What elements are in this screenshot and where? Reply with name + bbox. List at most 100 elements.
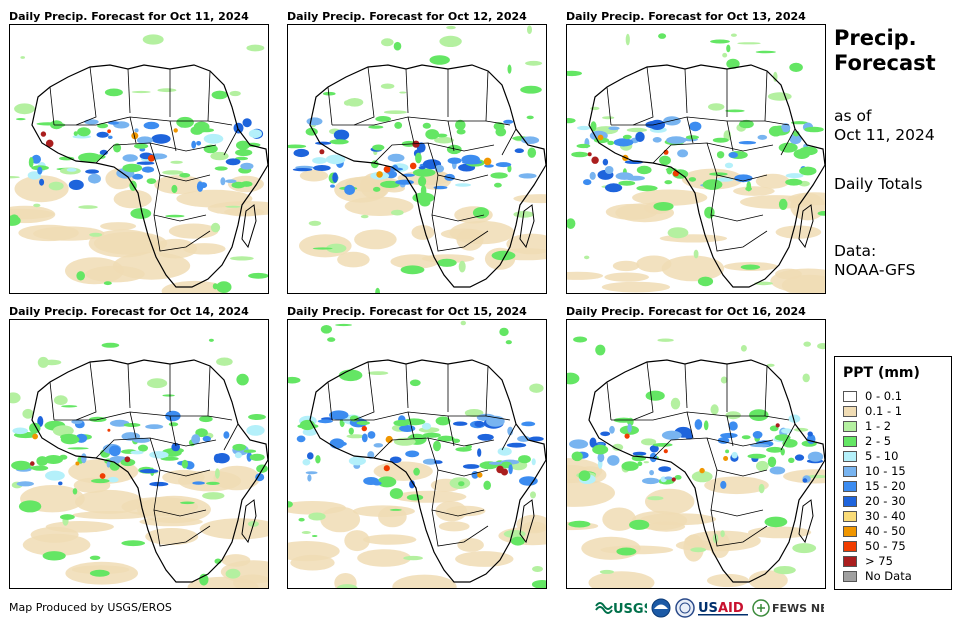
dry-area-patch xyxy=(213,465,261,491)
rain-belt-cell xyxy=(674,475,682,480)
country-border xyxy=(501,128,517,156)
country-border xyxy=(632,361,654,421)
rain-belt-cell xyxy=(204,123,210,130)
light-rain-patch xyxy=(571,151,589,158)
rain-belt-cell xyxy=(600,431,611,437)
rain-belt-cell xyxy=(506,442,527,448)
rain-belt-cell xyxy=(458,481,465,487)
rain-belt-cell xyxy=(608,126,620,131)
rain-belt-cell xyxy=(488,461,502,465)
rain-belt-cell xyxy=(521,421,536,427)
light-rain-patch xyxy=(708,103,725,111)
light-rain-patch xyxy=(210,222,221,233)
light-rain-patch xyxy=(210,151,229,161)
rain-belt-cell xyxy=(433,185,448,190)
rain-belt-cell xyxy=(395,179,414,185)
legend-label: 20 - 30 xyxy=(865,494,906,508)
dry-area-patch xyxy=(755,173,790,189)
light-rain-patch xyxy=(766,446,784,453)
rain-belt-cell xyxy=(618,180,636,186)
legend-swatch xyxy=(843,541,857,552)
light-rain-patch xyxy=(101,342,120,348)
light-rain-patch xyxy=(789,62,803,72)
light-rain-patch xyxy=(346,434,365,439)
country-border xyxy=(149,142,211,182)
rain-belt-cell xyxy=(88,173,101,184)
rain-belt-cell xyxy=(422,122,431,129)
country-border xyxy=(153,509,211,547)
continent-outline xyxy=(588,359,825,583)
rain-belt-cell xyxy=(246,425,265,436)
rain-belt-cell xyxy=(788,457,795,463)
light-rain-patch xyxy=(722,52,728,58)
light-rain-patch xyxy=(327,337,336,342)
africa-map-svg xyxy=(567,336,825,588)
legend-item: 50 - 75 xyxy=(843,539,947,554)
light-rain-patch xyxy=(215,468,220,479)
madagascar-outline xyxy=(241,499,257,544)
rain-belt-cell xyxy=(141,166,155,173)
country-border xyxy=(485,365,489,417)
light-rain-patch xyxy=(507,64,512,74)
side-title-line1: Precip. xyxy=(834,26,917,50)
light-rain-patch xyxy=(532,566,543,572)
light-rain-patch xyxy=(60,514,75,520)
light-rain-patch xyxy=(130,208,152,219)
light-rain-patch xyxy=(10,214,19,223)
country-border xyxy=(431,509,489,547)
light-rain-patch xyxy=(817,211,825,216)
light-rain-patch xyxy=(793,427,809,432)
rain-belt-cell xyxy=(242,118,252,128)
country-border xyxy=(405,363,409,409)
heavy-rain-cell xyxy=(376,171,383,178)
light-rain-patch xyxy=(360,214,369,219)
dry-area-patch xyxy=(435,501,467,522)
light-rain-patch xyxy=(288,144,307,149)
rain-belt-cell xyxy=(418,176,427,187)
light-rain-patch xyxy=(246,44,265,52)
light-rain-patch xyxy=(400,265,425,275)
rain-belt-cell xyxy=(517,435,531,442)
heavy-rain-cell xyxy=(75,461,80,466)
rain-belt-cell xyxy=(139,469,159,474)
dry-area-patch xyxy=(161,280,228,293)
rain-belt-cell xyxy=(652,137,662,143)
country-border xyxy=(49,381,55,421)
rain-belt-cell xyxy=(37,166,43,175)
africa-map-svg xyxy=(10,338,268,588)
light-rain-patch xyxy=(612,443,624,451)
africa-map-svg xyxy=(288,320,546,588)
rain-belt-cell xyxy=(199,128,214,133)
dry-area-patch xyxy=(18,224,79,242)
light-rain-patch xyxy=(311,535,318,537)
rain-belt-cell xyxy=(248,129,262,139)
panel-title: Daily Precip. Forecast for Oct 12, 2024 xyxy=(287,10,527,23)
rain-belt-cell xyxy=(155,153,166,158)
dry-area-patch xyxy=(354,229,397,250)
rain-belt-cell xyxy=(134,143,149,149)
rain-belt-cell xyxy=(134,128,139,133)
rain-belt-cell xyxy=(769,466,786,475)
rain-belt-cell xyxy=(361,433,368,443)
dry-area-patch xyxy=(121,497,199,517)
svg-text:US: US xyxy=(698,601,718,616)
legend-label: 0 - 0.1 xyxy=(865,389,903,403)
rain-belt-cell xyxy=(807,431,813,437)
rain-belt-cell xyxy=(176,116,194,128)
rain-belt-cell xyxy=(149,451,169,459)
rain-belt-cell xyxy=(393,419,410,427)
rain-belt-cell xyxy=(39,178,45,186)
light-rain-patch xyxy=(616,547,637,556)
rain-belt-cell xyxy=(613,138,634,147)
rain-belt-cell xyxy=(31,465,49,471)
legend-label: 1 - 2 xyxy=(865,419,892,433)
rain-belt-cell xyxy=(738,141,757,145)
light-rain-patch xyxy=(505,340,512,345)
dry-area-patch xyxy=(100,222,137,231)
light-rain-patch xyxy=(391,209,404,216)
dry-area-patch xyxy=(588,571,655,588)
light-rain-patch xyxy=(458,260,466,273)
madagascar-outline xyxy=(798,204,814,249)
rain-belt-cell xyxy=(113,456,122,464)
rain-belt-cell xyxy=(685,135,699,140)
